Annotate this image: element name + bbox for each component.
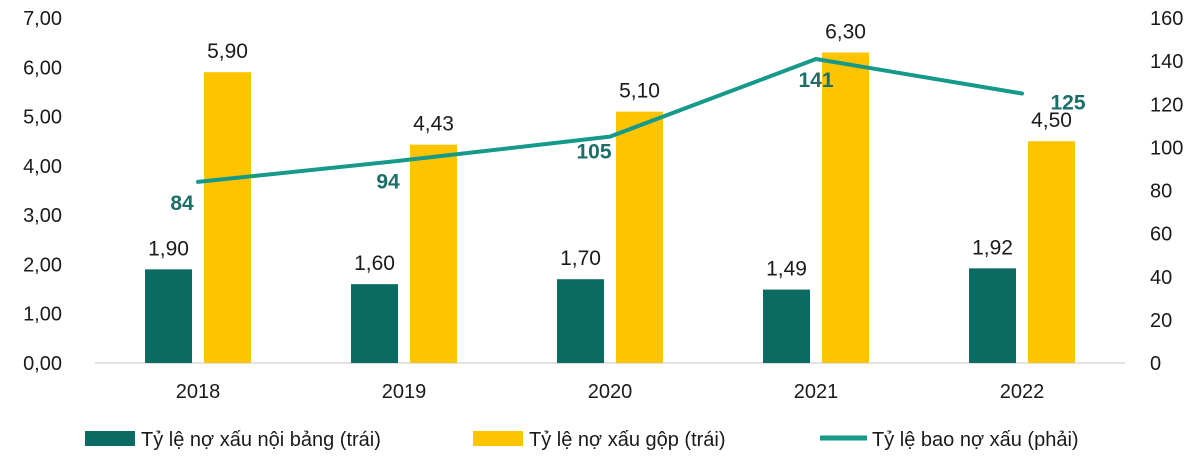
data-label-coverage: 141: [798, 69, 833, 92]
left-tick-label: 5,00: [23, 107, 62, 129]
x-tick-label: 2018: [176, 381, 221, 403]
left-tick-label: 3,00: [23, 205, 62, 227]
data-label-internal-npl: 1,70: [560, 247, 601, 270]
legend-swatch-internal-npl: [85, 431, 135, 446]
data-label-gross-npl: 4,50: [1031, 109, 1072, 132]
bar-gross-npl: [616, 111, 663, 364]
right-axis-ticks: 0 20 40 60 80 100 120 140 160: [1150, 8, 1183, 375]
data-label-internal-npl: 1,49: [766, 258, 807, 281]
data-label-internal-npl: 1,60: [354, 252, 395, 275]
data-label-gross-npl: 6,30: [825, 21, 866, 44]
right-tick-label: 40: [1150, 267, 1172, 289]
bar-gross-npl: [822, 52, 869, 363]
legend-swatch-gross-npl: [473, 431, 523, 446]
bar-gross-npl: [1028, 141, 1075, 363]
data-label-coverage: 94: [376, 170, 400, 193]
data-label-coverage: 84: [170, 192, 194, 215]
bar-gross-npl: [410, 144, 457, 363]
data-label-internal-npl: 1,92: [972, 236, 1013, 259]
left-tick-label: 7,00: [23, 8, 62, 30]
data-label-coverage: 125: [1050, 91, 1085, 114]
legend-label-coverage: Tỷ lệ bao nợ xấu (phải): [872, 429, 1079, 451]
data-labels: 1,90 5,90 1,60 4,43 1,70 5,10 1,49 6,30 1,92 4,50…: [148, 21, 1086, 281]
coverage-line-path: [196, 57, 1024, 184]
bar-gross-npl: [204, 72, 251, 363]
data-label-internal-npl: 1,90: [148, 237, 189, 260]
right-tick-label: 60: [1150, 224, 1172, 246]
x-axis-ticks: 2018 2019 2020 2021 2022: [176, 381, 1045, 403]
left-tick-label: 6,00: [23, 57, 62, 79]
bar-internal-npl: [557, 279, 604, 363]
left-tick-label: 1,00: [23, 304, 62, 326]
bar-internal-npl: [763, 289, 810, 363]
x-tick-label: 2019: [382, 381, 427, 403]
data-label-gross-npl: 5,10: [619, 80, 660, 103]
legend-label-gross-npl: Tỷ lệ nợ xấu gộp (trái): [529, 429, 726, 451]
left-axis-ticks: 0,00 1,00 2,00 3,00 4,00 5,00 6,00 7,00: [23, 8, 62, 375]
bar-internal-npl: [969, 268, 1016, 363]
coverage-line: [196, 57, 1024, 184]
right-tick-label: 120: [1150, 94, 1183, 116]
x-tick-label: 2020: [588, 381, 633, 403]
bar-internal-npl: [145, 269, 192, 363]
data-label-gross-npl: 4,43: [413, 113, 454, 136]
right-tick-label: 160: [1150, 8, 1183, 30]
bar-internal-npl: [351, 284, 398, 363]
right-tick-label: 20: [1150, 310, 1172, 332]
data-label-coverage: 105: [576, 141, 611, 164]
right-tick-label: 80: [1150, 181, 1172, 203]
bars: [145, 52, 1075, 364]
left-tick-label: 0,00: [23, 353, 62, 375]
legend-label-internal-npl: Tỷ lệ nợ xấu nội bảng (trái): [141, 429, 381, 451]
x-tick-label: 2021: [794, 381, 839, 403]
right-tick-label: 0: [1150, 353, 1161, 375]
x-tick-label: 2022: [1000, 381, 1045, 403]
right-tick-label: 140: [1150, 51, 1183, 73]
left-tick-label: 4,00: [23, 156, 62, 178]
right-tick-label: 100: [1150, 137, 1183, 159]
legend: Tỷ lệ nợ xấu nội bảng (trái) Tỷ lệ nợ xấ…: [85, 429, 1079, 451]
data-label-gross-npl: 5,90: [207, 40, 248, 63]
left-tick-label: 2,00: [23, 254, 62, 276]
